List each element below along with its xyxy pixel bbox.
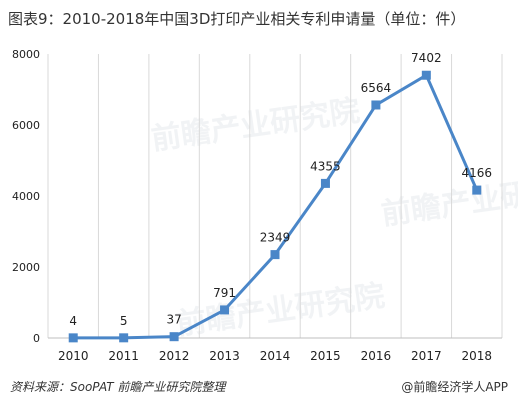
y-tick-label: 2000 (12, 261, 40, 274)
y-tick-label: 4000 (12, 190, 40, 203)
data-point (371, 100, 381, 110)
x-tick-label: 2010 (58, 349, 89, 363)
data-label: 2349 (260, 231, 291, 245)
data-point (220, 305, 230, 315)
data-label: 4166 (462, 166, 493, 180)
chart-title: 图表9：2010-2018年中国3D打印产业相关专利申请量（单位：件） (8, 10, 466, 28)
x-tick-label: 2011 (108, 349, 139, 363)
y-tick-label: 6000 (12, 119, 40, 132)
x-tick-label: 2012 (159, 349, 190, 363)
series-line-path (73, 73, 479, 340)
x-tick-label: 2016 (361, 349, 392, 363)
data-label: 6564 (361, 81, 392, 95)
x-tick-label: 2015 (310, 349, 341, 363)
y-tick-label: 0 (33, 332, 40, 345)
data-label: 5 (120, 314, 128, 328)
data-label: 4355 (310, 159, 341, 173)
data-point (119, 333, 129, 343)
y-axis: 0 2000 4000 6000 8000 (12, 48, 40, 345)
series-line (68, 70, 482, 343)
data-label: 7402 (411, 51, 442, 65)
data-point (320, 178, 330, 188)
x-tick-label: 2017 (411, 349, 442, 363)
x-axis: 2010 2011 2012 2013 2014 2015 2016 2017 2018 (58, 349, 492, 363)
data-point (270, 250, 280, 260)
y-tick-label: 8000 (12, 48, 40, 61)
brand-credit: @前瞻经济学人APP (401, 380, 508, 394)
data-label: 4 (69, 314, 77, 328)
data-point (68, 333, 78, 343)
data-label: 791 (213, 286, 236, 300)
data-label: 37 (166, 313, 181, 327)
grid-lines (47, 54, 503, 339)
data-point (472, 185, 482, 195)
data-point (421, 70, 431, 80)
x-tick-label: 2018 (462, 349, 493, 363)
source-note: 资料来源：SooPAT 前瞻产业研究院整理 (10, 380, 226, 394)
x-tick-label: 2014 (260, 349, 291, 363)
data-labels: 4 5 37 791 2349 4355 6564 7402 4166 (69, 51, 492, 328)
x-tick-label: 2013 (209, 349, 240, 363)
data-point (169, 332, 179, 342)
